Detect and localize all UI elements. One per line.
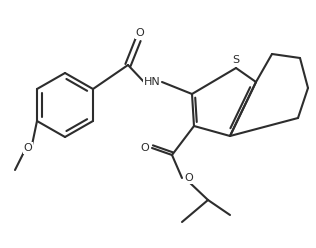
Text: O: O — [136, 28, 144, 38]
Text: O: O — [24, 143, 32, 153]
Text: O: O — [141, 143, 149, 153]
Text: S: S — [233, 55, 240, 65]
Text: O: O — [185, 173, 193, 183]
Text: HN: HN — [144, 77, 161, 87]
